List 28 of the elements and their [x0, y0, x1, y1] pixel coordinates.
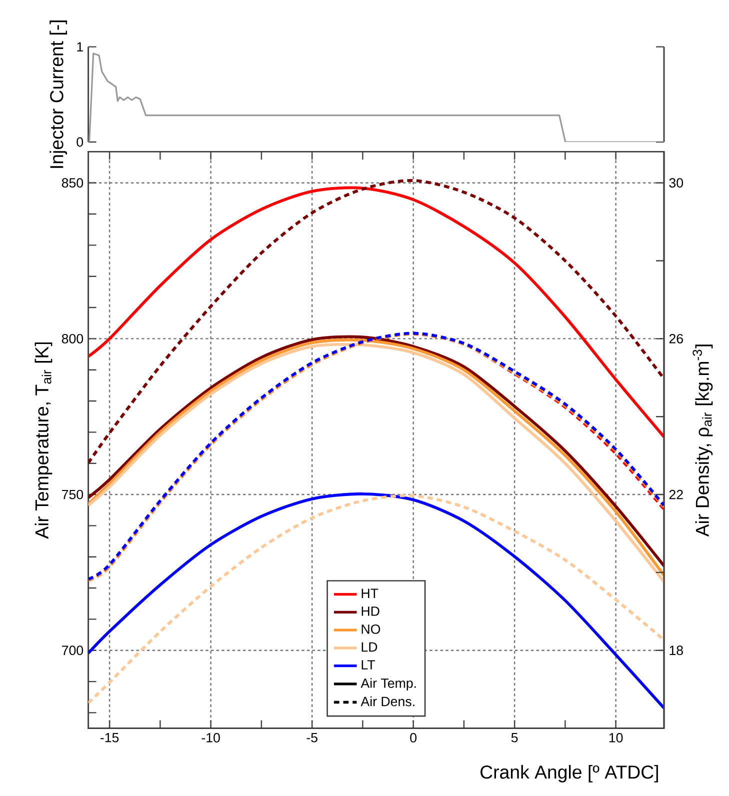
legend-label: NO — [362, 624, 380, 634]
x-tick-label: 10 — [609, 733, 623, 742]
x-tick-label: -5 — [306, 732, 318, 742]
y2-tick-label: 30 — [669, 178, 684, 188]
y-tick-label: 750 — [62, 490, 84, 500]
y2-tick-label: 18 — [670, 646, 683, 656]
line-series — [88, 52, 664, 142]
y2-tick-label: 22 — [669, 490, 683, 500]
y-axis-title: Injector Current [-] — [50, 20, 68, 168]
y2-axis-title: Air Density, ρ$_{air}$ [kg.m$^{-3}$] — [692, 344, 713, 537]
y-axis-title: Air Temperature, T$_{air}$ [K] — [34, 342, 52, 539]
y-tick-label: 700 — [62, 646, 84, 656]
x-tick-label: 5 — [511, 732, 518, 742]
x-axis-title: Crank Angle [º ATDC] — [480, 765, 658, 782]
x-tick-label: -10 — [202, 733, 220, 742]
x-tick-label: -15 — [100, 732, 119, 742]
y-tick-label: 1 — [77, 42, 83, 52]
y-tick-label: 800 — [62, 334, 84, 344]
legend-label: Air Dens. — [360, 696, 414, 706]
legend-label: HT — [362, 588, 378, 598]
y-tick-label: 0 — [76, 137, 84, 147]
legend-label: LT — [362, 660, 375, 670]
y-tick-label: 850 — [62, 178, 84, 188]
legend-label: LD — [362, 642, 378, 652]
legend-label: Air Temp. — [360, 678, 416, 691]
y2-tick-label: 26 — [669, 334, 683, 344]
legend-label: HD — [362, 606, 380, 616]
x-tick-label: 0 — [410, 733, 416, 742]
